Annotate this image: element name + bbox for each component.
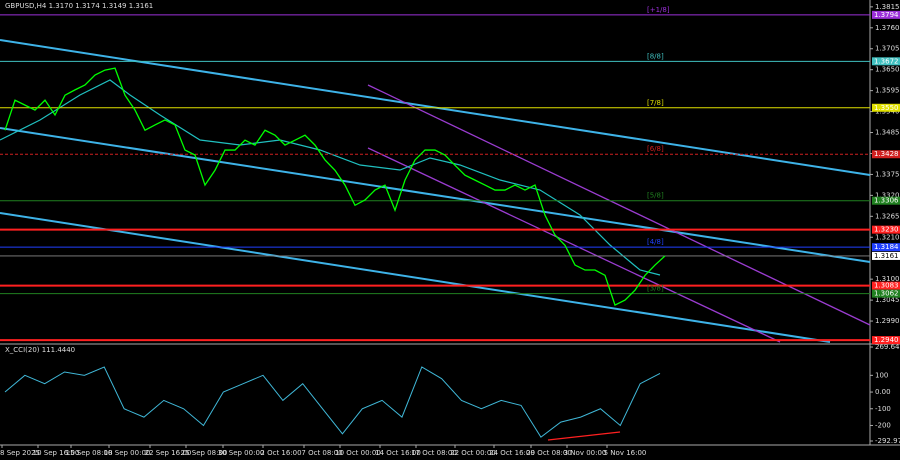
x-tick-label: 7 Oct 08:00 [301,449,342,457]
moving-average [0,79,661,276]
x-tick-label: 10 Oct 00:00 [335,449,381,457]
y-tick-label: 0.00 [875,388,891,396]
x-tick-label: 25 Sep 08:00 [181,449,228,457]
cci-line [4,366,661,438]
price-label: 1.3306 [874,197,899,205]
y-tick-label: 1.3375 [875,170,900,178]
price-label-box [872,10,900,19]
x-tick-label: 10 Sep 16:00 [33,449,80,457]
price-label: 1.3062 [874,290,899,298]
price-label: 1.3230 [874,226,899,234]
current-price-box [872,251,900,260]
x-tick-label: 30 Sep 00:00 [218,449,265,457]
channel-line [0,212,831,343]
price-label-box [872,103,900,112]
x-tick-label: 5 Nov 16:00 [604,449,647,457]
price-label: 1.3550 [874,104,899,112]
y-tick-label: -292.9720 [875,437,900,445]
x-tick-label: 15 Sep 08:00 [66,449,113,457]
price-label-box [872,243,900,252]
x-tick-label: 22 Oct 00:00 [450,449,496,457]
x-tick-label: 8 Sep 2025 [0,449,40,457]
trend-line [367,147,781,343]
y-tick-label: 1.3320 [875,191,900,199]
y-tick-label: 1.3485 [875,129,900,137]
level-tag: [8/8] [647,52,664,60]
x-tick-label: 24 Oct 16:00 [489,449,535,457]
y-tick-label: 1.2990 [875,317,900,325]
x-tick-label: 3 Nov 00:00 [564,449,607,457]
level-tag: [6/8] [647,145,664,153]
current-price-label: 1.3161 [874,252,899,260]
divergence-line [547,431,621,441]
y-tick-label: 1.3705 [875,45,900,53]
y-tick-label: 1.3815 [875,3,900,11]
price-label: 1.3794 [874,11,899,19]
price-label-box [872,281,900,290]
x-tick-label: 17 Oct 08:00 [411,449,457,457]
level-tag: [7/8] [647,99,664,107]
y-tick-label: -100 [875,405,891,413]
y-tick-label: 100 [875,371,888,379]
level-tag: [3/8] [647,285,664,293]
chart-title: GBPUSD,H4 1.3170 1.3174 1.3149 1.3161 [5,2,153,10]
x-tick-label: 22 Sep 16:00 [145,449,192,457]
level-tag: [4/8] [647,238,664,246]
y-tick-label: 1.3210 [875,233,900,241]
x-tick-label: 18 Sep 00:00 [104,449,151,457]
y-tick-label: 1.3760 [875,24,900,32]
price-label-box [872,225,900,234]
y-tick-label: 1.3045 [875,296,900,304]
y-tick-label: 1.3265 [875,212,900,220]
price-label: 1.3184 [874,243,899,251]
channel-line [0,127,871,263]
level-tag: [5/8] [647,192,664,200]
price-label: 1.2940 [874,336,899,344]
price-label-box [872,57,900,66]
indicator-title: X_CCI(20) 111.4440 [5,346,75,354]
level-tag: [+1/8] [647,6,670,14]
y-tick-label: 1.3595 [875,87,900,95]
price-line [4,67,666,306]
y-tick-label: -200 [875,421,891,429]
price-label-box [872,196,900,205]
x-tick-label: 2 Oct 16:00 [260,449,301,457]
price-label: 1.3672 [874,57,899,65]
y-tick-label: 1.3650 [875,66,900,74]
y-tick-label: 1.3100 [875,275,900,283]
x-tick-label: 29 Oct 08:00 [526,449,572,457]
price-label-box [872,289,900,298]
price-label: 1.3083 [874,282,899,290]
x-tick-label: 14 Oct 16:00 [375,449,421,457]
y-tick-label: 269.6457 [875,343,900,351]
price-label: 1.3428 [874,150,899,158]
price-label-box [872,336,900,345]
price-label-box [872,150,900,159]
